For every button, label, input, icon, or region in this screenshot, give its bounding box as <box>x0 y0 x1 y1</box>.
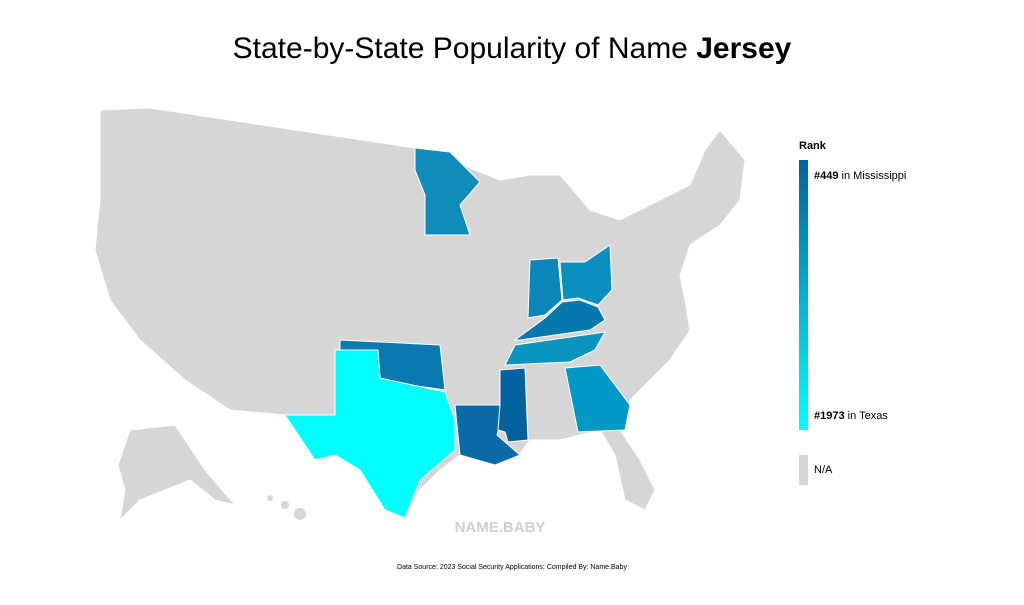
state-minnesota <box>414 147 481 236</box>
title-name: Jersey <box>696 32 791 65</box>
footer: Data Source: 2023 Social Security Applic… <box>397 564 627 571</box>
us-map <box>94 107 746 522</box>
title: State-by-State Popularity of Name Jersey <box>233 32 792 65</box>
state-mississippi <box>497 367 529 443</box>
state-kentucky <box>513 299 606 341</box>
state-georgia <box>564 364 631 433</box>
hawaii <box>267 495 273 501</box>
state-ohio <box>559 244 613 306</box>
legend-bottom-place: in Texas <box>848 410 889 422</box>
state-indiana <box>527 257 563 319</box>
alaska <box>117 424 237 522</box>
legend-title: Rank <box>799 140 827 152</box>
hawaii <box>294 508 306 520</box>
legend-top: #449 in Mississippi <box>814 170 906 182</box>
legend-bottom: #1973 in Texas <box>814 410 888 422</box>
hawaii <box>281 501 289 509</box>
legend-gradient <box>799 160 808 430</box>
legend-na: N/A <box>814 464 833 476</box>
legend-bottom-rank: #1973 <box>814 410 845 422</box>
legend-na-swatch <box>799 455 808 485</box>
legend-top-rank: #449 <box>814 170 838 182</box>
state-tennessee <box>504 331 606 366</box>
title-text: State-by-State Popularity of Name <box>233 32 688 65</box>
watermark: NAME.BABY <box>455 519 546 536</box>
legend-top-place: in Mississippi <box>842 170 907 182</box>
legend: Rank #449 in Mississippi #1973 in Texas … <box>799 140 906 485</box>
state-texas <box>284 349 456 519</box>
